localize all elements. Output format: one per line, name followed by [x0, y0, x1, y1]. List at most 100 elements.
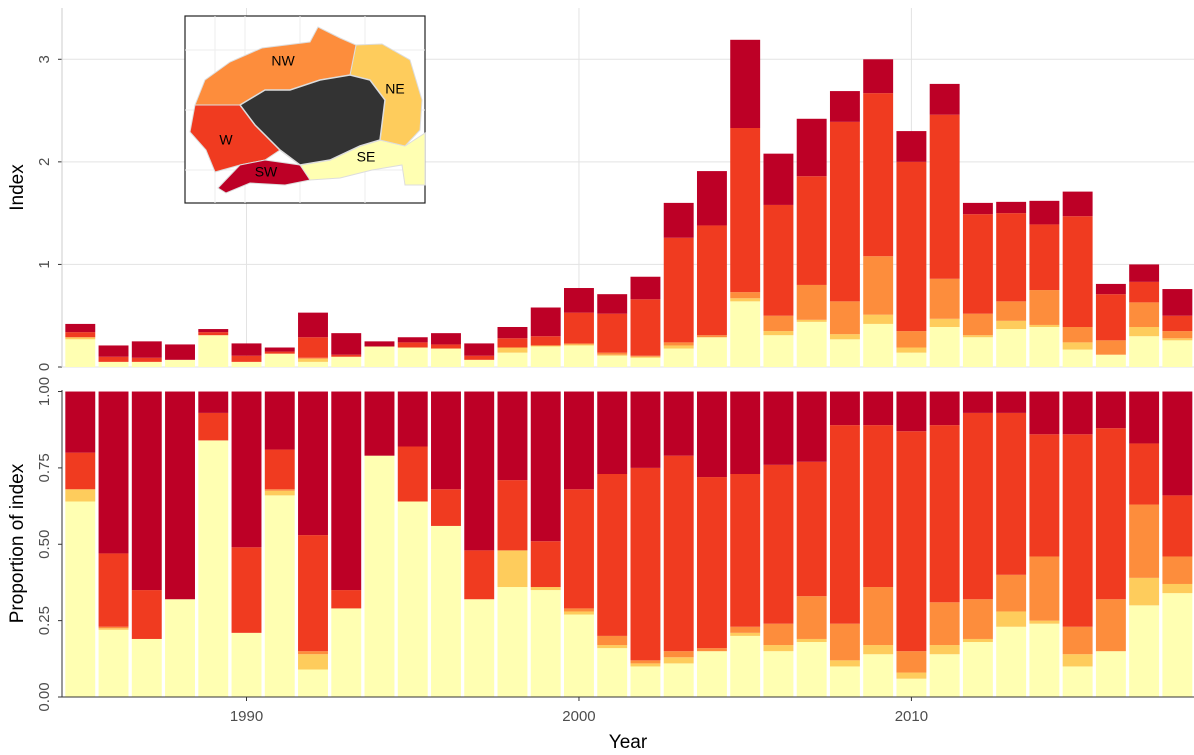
axes: 0 1 2 3 Index 0.00 0.25 0.50 0.75 1.00 1990 2000 201… [7, 8, 1194, 753]
bar-segment [98, 361, 129, 367]
bar-segment [1095, 354, 1126, 367]
bar-segment [564, 288, 594, 313]
bar-segment [863, 314, 894, 324]
y-axis-title: Index [7, 164, 28, 211]
bar-segment [962, 335, 993, 338]
y-tick-label: 0.75 [36, 453, 53, 482]
bar-segment [696, 391, 727, 478]
bar-segment [298, 361, 328, 367]
bar-segment [630, 660, 661, 664]
bar-segment [896, 131, 927, 162]
bar-segment [131, 341, 162, 358]
bar-segment [996, 412, 1027, 575]
bar-segment [497, 338, 528, 348]
bar-segment [763, 315, 794, 332]
bar-segment [1129, 326, 1160, 337]
bar-segment [1129, 504, 1160, 578]
bar-segment [1029, 224, 1060, 291]
y-axis-title: Proportion of index [7, 463, 28, 623]
bar-segment [298, 654, 328, 670]
bar-segment [165, 391, 195, 600]
bar-segment [1062, 342, 1093, 350]
bar-segment [763, 391, 794, 465]
bar-segment [796, 461, 827, 597]
bar-segment [863, 587, 894, 646]
bar-segment [929, 326, 960, 367]
bar-segment [231, 632, 262, 697]
bar-segment [231, 547, 262, 633]
bar-segment [1095, 294, 1126, 341]
bar-segment [98, 626, 129, 629]
bar-segment [829, 121, 860, 302]
bar-segment [730, 632, 761, 636]
bar-segment [1162, 340, 1193, 367]
bar-segment [165, 599, 195, 697]
bar-segment [1095, 391, 1126, 429]
bar-segment [763, 335, 794, 367]
bar-segment [98, 356, 129, 362]
bar-segment [298, 669, 328, 697]
bar-segment [1095, 340, 1126, 355]
bar-segment [896, 678, 927, 697]
y-tick-label: 3 [36, 55, 53, 63]
bar-segment [597, 294, 628, 314]
bar-segment [497, 391, 528, 481]
bar-segment [131, 590, 162, 639]
bar-segment [131, 357, 162, 362]
bar-segment [1162, 495, 1193, 557]
bar-segment [829, 91, 860, 122]
bar-segment [730, 298, 761, 302]
bar-segment [464, 355, 495, 360]
bar-segment [1029, 623, 1060, 697]
bar-segment [597, 474, 628, 636]
bar-segment [497, 587, 528, 697]
bar-segment [564, 344, 594, 346]
bar-segment [630, 357, 661, 367]
bar-segment [464, 550, 495, 600]
bar-segment [1162, 556, 1193, 584]
bar-segment [663, 348, 694, 367]
bar-segment [763, 153, 794, 205]
bar-segment [1029, 434, 1060, 557]
bar-segment [696, 648, 727, 652]
y-tick-label: 0.25 [36, 606, 53, 635]
bar-segment [829, 391, 860, 426]
bar-segment [564, 608, 594, 612]
bar-segment [763, 331, 794, 336]
bar-segment [431, 344, 461, 349]
bar-segment [996, 574, 1027, 612]
bar-segment [198, 332, 229, 336]
bar-segment [597, 635, 628, 646]
bar-segment [1029, 556, 1060, 621]
map-label: SW [255, 164, 278, 180]
map-label: NW [271, 53, 295, 69]
bar-segment [65, 452, 96, 490]
bar-segment [896, 431, 927, 652]
bar-segment [696, 337, 727, 367]
bar-segment [1062, 349, 1093, 367]
bar-segment [962, 638, 993, 643]
bar-segment [1129, 336, 1160, 367]
bar-segment [198, 391, 229, 413]
bar-segment [397, 347, 428, 367]
bar-segment [829, 623, 860, 661]
bar-segment [298, 391, 328, 536]
bar-segment [630, 666, 661, 697]
bar-segment [1129, 443, 1160, 505]
bar-segment [896, 651, 927, 673]
bar-segment [796, 176, 827, 285]
y-tick-label: 1 [36, 260, 53, 268]
y-tick-label: 0 [36, 363, 53, 371]
bar-segment [1029, 620, 1060, 624]
bar-segment [431, 333, 461, 345]
bar-segment [663, 651, 694, 658]
bar-segment [863, 256, 894, 315]
bar-segment [530, 346, 561, 367]
bar-segment [564, 614, 594, 697]
bar-segment [1162, 289, 1193, 316]
bar-segment [65, 391, 96, 453]
bar-segment [863, 645, 894, 655]
bar-segment [1095, 651, 1126, 697]
bar-segment [397, 446, 428, 502]
bar-segment [962, 642, 993, 697]
